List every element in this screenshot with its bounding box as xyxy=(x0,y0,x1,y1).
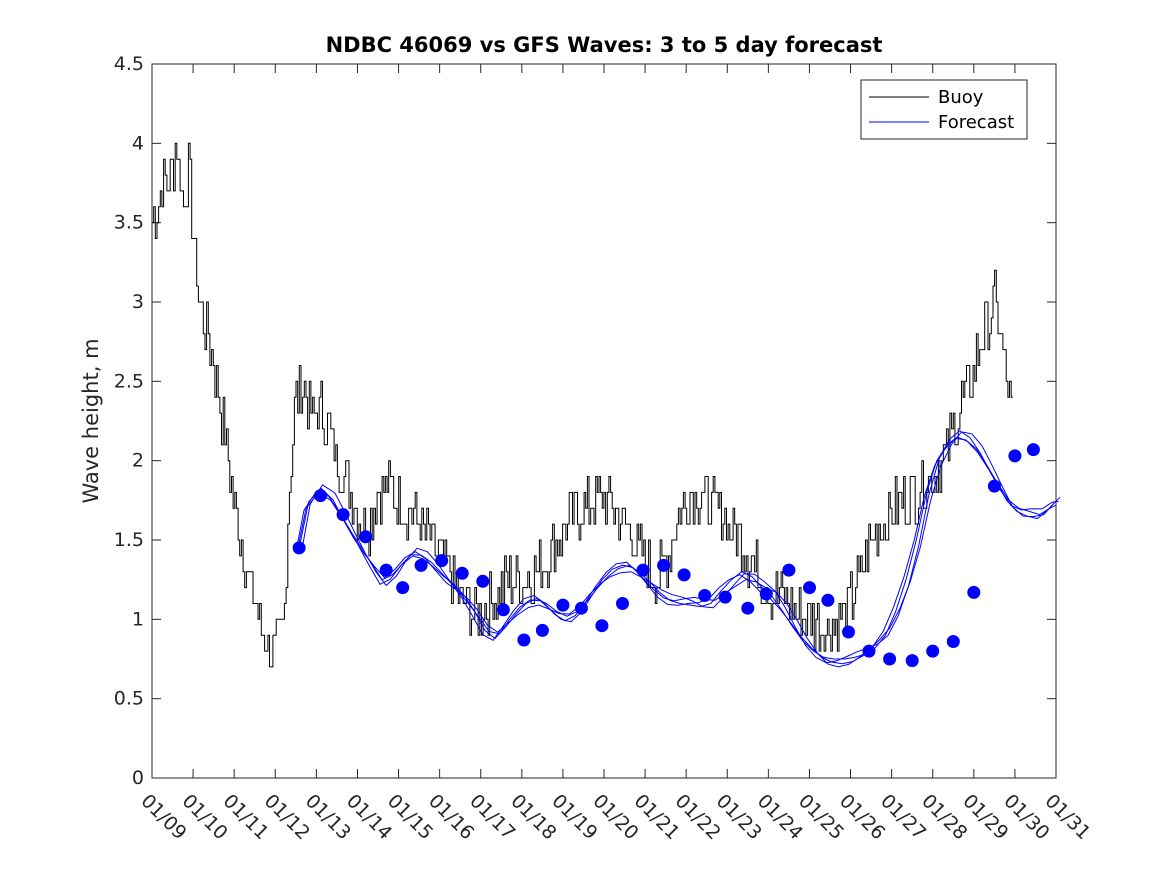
forecast-marker xyxy=(359,530,373,544)
legend-forecast-label: Forecast xyxy=(938,112,1014,133)
forecast-marker xyxy=(821,593,835,607)
forecast-marker xyxy=(336,508,350,522)
forecast-marker xyxy=(595,619,609,633)
forecast-marker xyxy=(782,563,796,577)
forecast-marker xyxy=(496,603,510,617)
forecast-marker xyxy=(1008,449,1022,463)
forecast-marker xyxy=(741,601,755,615)
forecast-marker xyxy=(987,479,1001,493)
forecast-line xyxy=(299,430,1059,664)
y-tick-label: 2 xyxy=(132,450,144,472)
forecast-marker xyxy=(698,589,712,602)
forecast-marker xyxy=(926,644,940,658)
forecast-marker xyxy=(946,635,960,648)
forecast-marker xyxy=(396,581,410,595)
forecast-marker xyxy=(759,587,773,601)
forecast-marker xyxy=(379,563,393,577)
forecast-marker xyxy=(842,625,855,639)
y-tick-label: 4.5 xyxy=(114,53,144,75)
y-tick-label: 1.5 xyxy=(114,529,144,551)
forecast-markers-group xyxy=(292,443,1040,668)
y-tick-label: 3.5 xyxy=(114,212,144,234)
forecast-marker xyxy=(905,654,919,668)
legend-buoy-label: Buoy xyxy=(938,87,984,108)
forecast-marker xyxy=(718,590,732,604)
forecast-series-group xyxy=(295,430,1061,668)
forecast-marker xyxy=(1026,443,1040,457)
forecast-marker xyxy=(862,644,876,658)
forecast-marker xyxy=(314,489,327,503)
plot-area xyxy=(151,63,1057,779)
forecast-line xyxy=(301,431,1061,668)
chart-title: NDBC 46069 vs GFS Waves: 3 to 5 day fore… xyxy=(326,33,883,57)
forecast-marker xyxy=(657,558,671,572)
y-tick-label: 2.5 xyxy=(114,370,144,392)
y-tick-label: 3 xyxy=(132,291,144,313)
forecast-marker xyxy=(574,601,588,615)
y-axis-label: Wave height, m xyxy=(79,338,103,503)
forecast-line xyxy=(295,437,1055,665)
forecast-marker xyxy=(803,581,816,595)
legend: Buoy Forecast xyxy=(860,79,1028,140)
forecast-marker xyxy=(967,585,981,599)
axis-ticks xyxy=(151,63,1057,779)
y-tick-labels: 0 0.5 1 1.5 2 2.5 3 3.5 4 4.5 xyxy=(114,53,144,789)
y-tick-label: 1 xyxy=(132,608,144,630)
forecast-marker xyxy=(616,597,629,610)
forecast-marker xyxy=(476,574,490,588)
forecast-marker xyxy=(517,633,531,647)
forecast-line xyxy=(297,436,1057,660)
legend-box xyxy=(860,79,1028,140)
forecast-marker xyxy=(535,623,549,637)
forecast-marker xyxy=(414,558,428,572)
forecast-marker xyxy=(435,554,449,568)
forecast-marker xyxy=(556,598,570,612)
forecast-marker xyxy=(677,568,691,582)
buoy-line xyxy=(152,142,1013,668)
forecast-marker xyxy=(883,652,897,666)
buoy-series-group xyxy=(152,142,1013,668)
y-tick-label: 0.5 xyxy=(114,688,144,710)
forecast-marker xyxy=(636,563,650,577)
forecast-marker xyxy=(455,566,469,580)
forecast-marker xyxy=(292,541,306,555)
y-tick-label: 4 xyxy=(132,132,144,154)
y-tick-label: 0 xyxy=(132,767,144,789)
